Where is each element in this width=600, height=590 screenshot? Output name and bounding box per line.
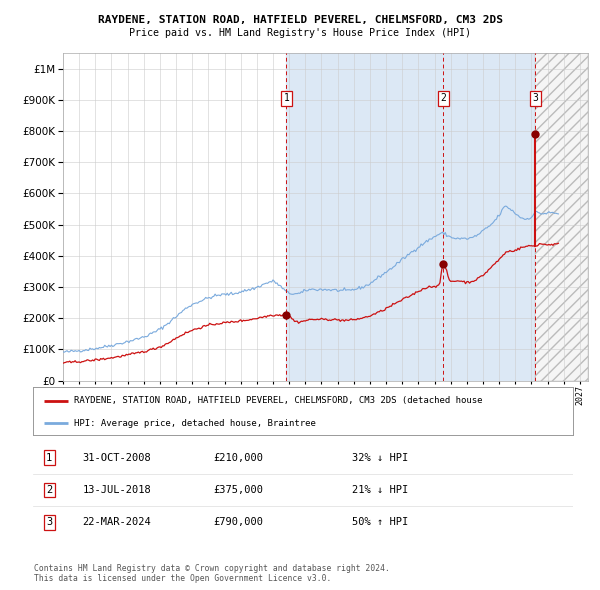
Text: 32% ↓ HPI: 32% ↓ HPI [352, 453, 408, 463]
Text: Contains HM Land Registry data © Crown copyright and database right 2024.
This d: Contains HM Land Registry data © Crown c… [34, 563, 390, 583]
Text: 13-JUL-2018: 13-JUL-2018 [82, 485, 151, 495]
Text: 31-OCT-2008: 31-OCT-2008 [82, 453, 151, 463]
Text: HPI: Average price, detached house, Braintree: HPI: Average price, detached house, Brai… [74, 419, 316, 428]
Text: £375,000: £375,000 [213, 485, 263, 495]
Text: £790,000: £790,000 [213, 517, 263, 527]
Text: 1: 1 [46, 453, 52, 463]
Text: 3: 3 [532, 93, 538, 103]
Text: £210,000: £210,000 [213, 453, 263, 463]
Text: 2: 2 [46, 485, 52, 495]
Text: 22-MAR-2024: 22-MAR-2024 [82, 517, 151, 527]
Text: RAYDENE, STATION ROAD, HATFIELD PEVEREL, CHELMSFORD, CM3 2DS: RAYDENE, STATION ROAD, HATFIELD PEVEREL,… [97, 15, 503, 25]
Text: 21% ↓ HPI: 21% ↓ HPI [352, 485, 408, 495]
Text: 50% ↑ HPI: 50% ↑ HPI [352, 517, 408, 527]
Text: RAYDENE, STATION ROAD, HATFIELD PEVEREL, CHELMSFORD, CM3 2DS (detached house: RAYDENE, STATION ROAD, HATFIELD PEVEREL,… [74, 396, 482, 405]
Text: 1: 1 [284, 93, 289, 103]
Text: 3: 3 [46, 517, 52, 527]
Bar [535, 53, 588, 381]
Text: 2: 2 [440, 93, 446, 103]
Bar [286, 53, 535, 381]
Text: Price paid vs. HM Land Registry's House Price Index (HPI): Price paid vs. HM Land Registry's House … [129, 28, 471, 38]
